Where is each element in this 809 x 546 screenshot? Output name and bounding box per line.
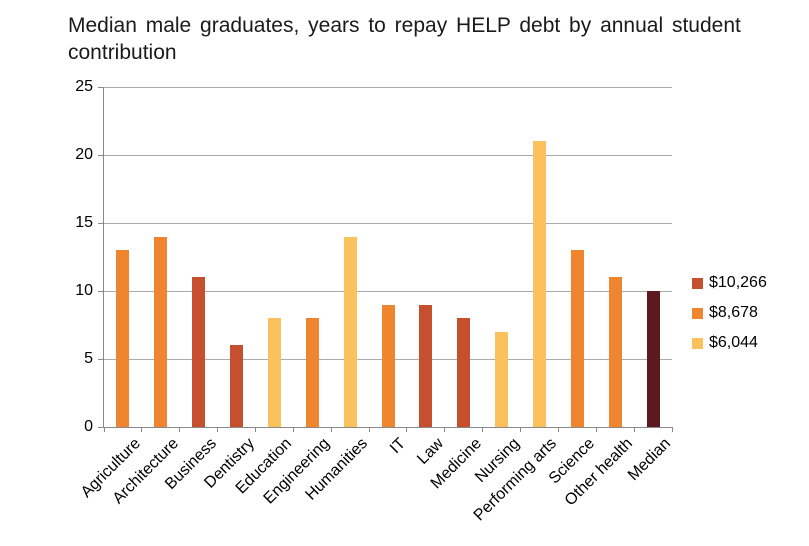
x-tick-5 (292, 427, 294, 432)
y-tick-20 (98, 154, 103, 156)
y-axis-label-20: 20 (75, 146, 93, 163)
x-tick-15 (671, 427, 673, 432)
bar-agriculture (116, 250, 130, 427)
x-tick-0 (103, 427, 105, 432)
legend-label: $6,044 (709, 334, 758, 351)
x-tick-14 (633, 427, 635, 432)
bar-education (267, 318, 281, 427)
y-axis-label-15: 15 (75, 214, 93, 231)
legend-label: $10,266 (709, 274, 767, 291)
x-tick-10 (482, 427, 484, 432)
y-tick-0 (98, 426, 103, 428)
y-tick-10 (98, 290, 103, 292)
y-axis-label-0: 0 (84, 418, 93, 435)
gridline-25 (104, 86, 672, 88)
x-tick-6 (330, 427, 332, 432)
legend-label: $8,678 (709, 304, 758, 321)
legend-item: $8,678 (692, 298, 767, 328)
x-axis-line (103, 427, 673, 428)
y-tick-25 (98, 86, 103, 88)
y-axis-label-5: 5 (84, 350, 93, 367)
x-tick-12 (557, 427, 559, 432)
legend: $10,266 $8,678 $6,044 (692, 268, 767, 358)
bar-architecture (154, 236, 168, 427)
y-axis-label-25: 25 (75, 78, 93, 95)
bar-nursing (495, 331, 509, 427)
bar-humanities (343, 236, 357, 427)
bar-science (570, 250, 584, 427)
bar-engineering (305, 318, 319, 427)
gridline-15 (104, 222, 672, 224)
x-tick-11 (520, 427, 522, 432)
legend-swatch-6044 (692, 337, 703, 349)
gridline-20 (104, 154, 672, 156)
x-tick-2 (179, 427, 181, 432)
y-axis-line (103, 87, 104, 428)
bar-it (381, 304, 395, 427)
gridline-10 (104, 290, 672, 292)
bar-median (646, 291, 660, 427)
x-tick-7 (368, 427, 370, 432)
chart-title: Median male graduates, years to repay HE… (68, 14, 741, 64)
y-tick-5 (98, 358, 103, 360)
x-tick-9 (444, 427, 446, 432)
plot-area (98, 86, 673, 432)
x-tick-13 (595, 427, 597, 432)
bar-medicine (457, 318, 471, 427)
x-tick-3 (217, 427, 219, 432)
x-tick-8 (406, 427, 408, 432)
legend-item: $6,044 (692, 328, 767, 358)
bar-law (419, 304, 433, 427)
y-axis-label-10: 10 (75, 282, 93, 299)
bar-dentistry (230, 345, 244, 427)
bar-business (192, 277, 206, 427)
bar-performing-arts (532, 141, 546, 427)
legend-item: $10,266 (692, 268, 767, 298)
x-tick-4 (254, 427, 256, 432)
legend-swatch-10266 (692, 277, 703, 289)
bar-other-health (608, 277, 622, 427)
legend-swatch-8678 (692, 307, 703, 319)
x-tick-1 (141, 427, 143, 432)
y-tick-15 (98, 222, 103, 224)
